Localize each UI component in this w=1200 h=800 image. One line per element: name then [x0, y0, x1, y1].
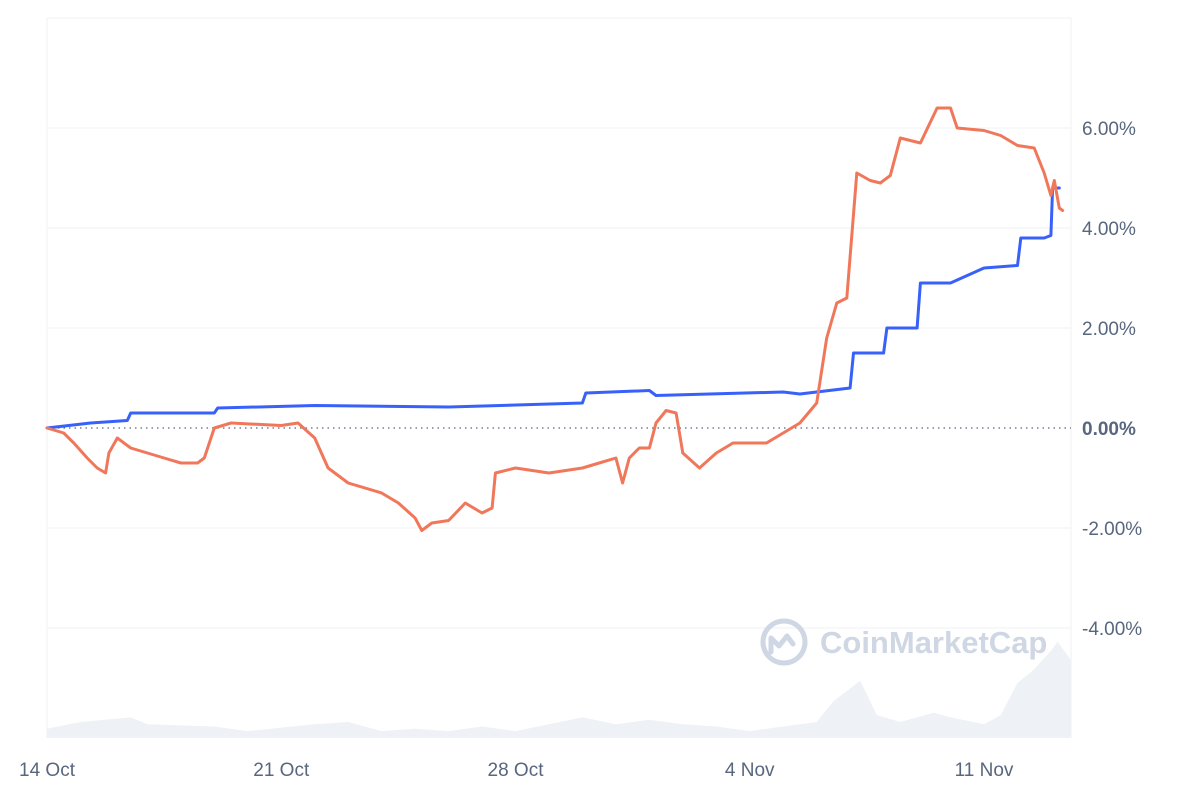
x-tick-label: 4 Nov — [725, 760, 775, 781]
x-axis-ticks: 14 Oct 21 Oct 28 Oct 4 Nov 11 Nov — [19, 760, 1014, 781]
y-tick-label: 6.00% — [1082, 119, 1136, 140]
x-tick-label: 11 Nov — [955, 760, 1014, 781]
coinmarketcap-watermark: CoinMarketCap — [760, 618, 1047, 666]
x-tick-label: 14 Oct — [19, 760, 76, 781]
volume-area — [47, 641, 1071, 738]
coinmarketcap-logo-icon — [760, 618, 808, 666]
y-tick-label: -4.00% — [1082, 619, 1142, 640]
y-tick-label: 4.00% — [1082, 219, 1136, 240]
y-tick-label: 0.00% — [1082, 419, 1136, 440]
y-axis-ticks: 6.00% 4.00% 2.00% 0.00% -2.00% -4.00% — [1082, 119, 1142, 640]
volume-area-shape — [47, 641, 1071, 738]
x-tick-label: 28 Oct — [488, 760, 545, 781]
y-tick-label: -2.00% — [1082, 519, 1142, 540]
x-tick-label: 21 Oct — [253, 760, 310, 781]
y-tick-label: 2.00% — [1082, 319, 1136, 340]
series-line-2[interactable] — [45, 106, 1065, 532]
series-lines — [45, 106, 1065, 532]
series-line-1[interactable] — [45, 186, 1061, 430]
watermark-text: CoinMarketCap — [820, 625, 1047, 660]
